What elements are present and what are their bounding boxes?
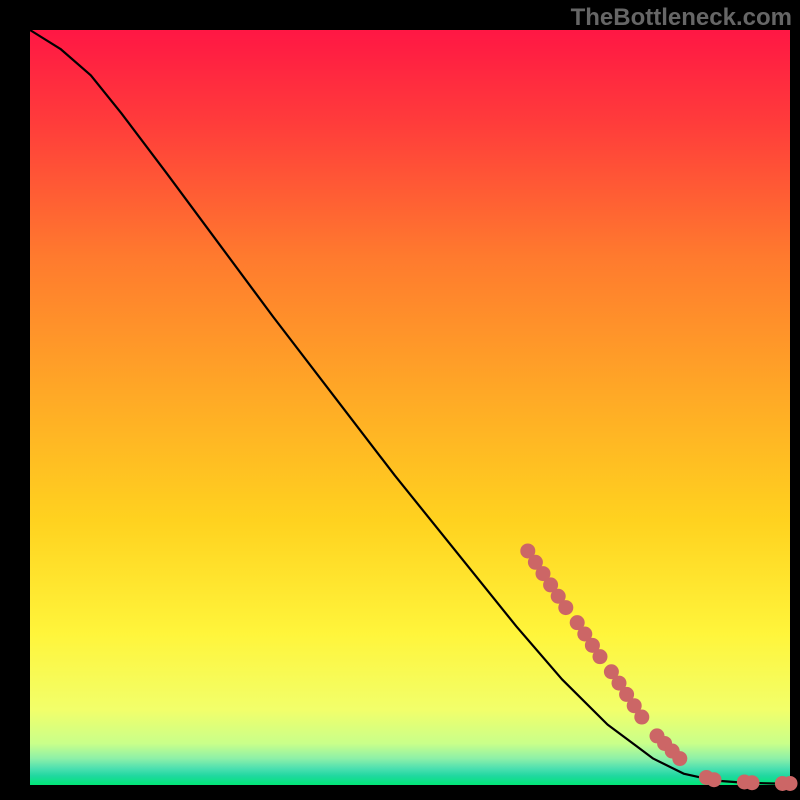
watermark-text: TheBottleneck.com: [571, 4, 792, 32]
data-marker: [707, 772, 722, 787]
data-marker: [634, 710, 649, 725]
data-marker: [672, 751, 687, 766]
chart-plot-svg: [0, 0, 800, 800]
bottleneck-chart: TheBottleneck.com: [0, 0, 800, 800]
data-marker: [558, 600, 573, 615]
data-marker: [593, 649, 608, 664]
data-marker: [783, 776, 798, 791]
data-marker: [745, 775, 760, 790]
